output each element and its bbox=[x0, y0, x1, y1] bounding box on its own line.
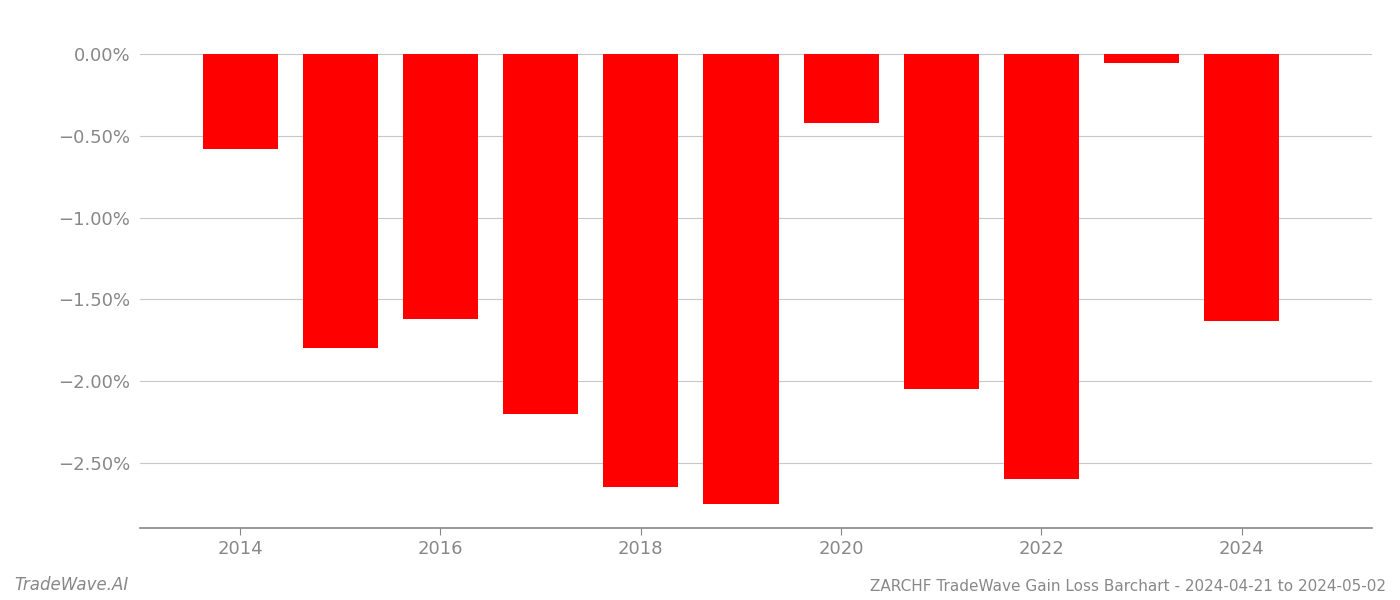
Bar bbox=[203, 55, 277, 149]
Bar bbox=[1004, 55, 1079, 479]
Bar bbox=[302, 55, 378, 349]
Bar bbox=[603, 55, 679, 487]
Bar bbox=[804, 55, 879, 123]
Bar bbox=[503, 55, 578, 414]
Bar bbox=[1204, 55, 1280, 320]
Bar bbox=[403, 55, 477, 319]
Text: ZARCHF TradeWave Gain Loss Barchart - 2024-04-21 to 2024-05-02: ZARCHF TradeWave Gain Loss Barchart - 20… bbox=[869, 579, 1386, 594]
Bar bbox=[703, 55, 778, 503]
Bar bbox=[904, 55, 979, 389]
Bar bbox=[1105, 55, 1179, 62]
Text: TradeWave.AI: TradeWave.AI bbox=[14, 576, 129, 594]
